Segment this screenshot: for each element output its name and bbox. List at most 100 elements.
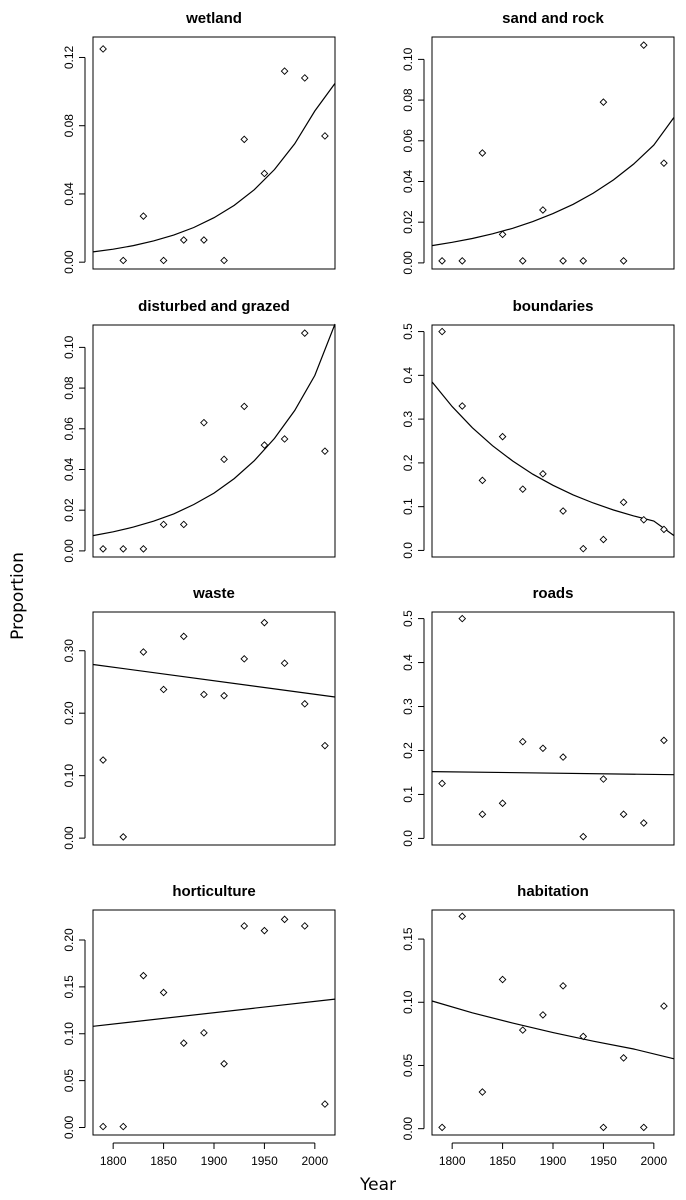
y-tick-label: 0.3 [401, 698, 415, 715]
x-axis-title: Year [359, 1175, 396, 1195]
fit-curve [92, 663, 336, 698]
data-point [579, 1032, 588, 1041]
y-tick-label: 0.02 [401, 210, 415, 234]
plot-frame [92, 324, 336, 558]
data-point [99, 756, 107, 764]
data-point [639, 1123, 648, 1132]
data-point [240, 655, 249, 663]
y-tick-label: 0.4 [401, 654, 415, 671]
panel-5: waste 0.00 0.10 0.20 0.30 [62, 585, 336, 850]
y-axis-title: Proportion [8, 552, 28, 640]
data-point [260, 618, 269, 627]
y-tick-label: 0.12 [62, 45, 76, 69]
data-point [200, 1028, 208, 1037]
data-point [438, 1123, 446, 1132]
data-point [458, 257, 467, 265]
y-tick-label: 0.02 [62, 498, 76, 522]
data-point [619, 810, 628, 819]
panel-title: horticulture [172, 883, 255, 900]
data-point [280, 915, 289, 924]
panel-4: boundaries 0.0 0.1 0.2 0.3 0.4 0.5 [401, 298, 675, 559]
data-point [119, 545, 128, 553]
data-point [498, 230, 507, 239]
data-point [518, 737, 527, 746]
data-point [579, 257, 588, 265]
data-point [99, 545, 107, 553]
data-point [478, 810, 487, 819]
plot-frame [431, 909, 675, 1136]
data-point [660, 736, 668, 745]
y-tick-label: 0.04 [62, 457, 76, 481]
data-point [599, 1123, 608, 1132]
y-tick-label: 0.04 [62, 182, 76, 206]
data-point [438, 327, 446, 336]
data-point [179, 632, 188, 641]
data-point [119, 833, 128, 841]
x-tick-label: 1950 [590, 1154, 617, 1168]
x-tick-label: 1800 [100, 1154, 127, 1168]
x-tick-label: 1950 [251, 1154, 278, 1168]
data-point [559, 507, 567, 515]
data-point [139, 648, 148, 656]
data-point [220, 691, 228, 700]
data-point [579, 544, 588, 553]
data-point [518, 485, 527, 493]
y-tick-label: 0.00 [62, 1115, 76, 1139]
data-point [539, 1011, 547, 1019]
data-point [498, 799, 507, 808]
data-point [619, 257, 628, 265]
panel-title: habitation [517, 883, 589, 900]
data-point [478, 149, 487, 157]
y-tick-label: 0.00 [62, 539, 76, 563]
data-point [280, 659, 289, 668]
plot-frame [92, 909, 336, 1136]
data-point [179, 236, 188, 244]
y-tick-label: 0.00 [62, 250, 76, 274]
data-point [220, 455, 228, 464]
data-point [240, 402, 249, 411]
data-point [179, 520, 188, 529]
y-tick-label: 0.3 [401, 410, 415, 427]
y-tick-label: 0.15 [62, 975, 76, 999]
panel-title: roads [533, 585, 574, 602]
y-tick-label: 0.30 [62, 639, 76, 663]
panel-title: waste [192, 585, 235, 602]
data-point [539, 206, 547, 214]
data-point [99, 1122, 107, 1131]
data-point [220, 1059, 228, 1068]
data-point [240, 922, 249, 930]
data-point [119, 256, 128, 265]
data-point [139, 212, 148, 220]
data-point [438, 257, 446, 265]
y-tick-label: 0.20 [62, 928, 76, 952]
y-tick-label: 0.08 [62, 376, 76, 400]
data-point [159, 685, 168, 694]
y-tick-label: 0.04 [401, 169, 415, 193]
x-tick-label: 2000 [301, 1154, 328, 1168]
fit-curve [92, 83, 336, 253]
x-tick-label: 2000 [640, 1154, 667, 1168]
y-tick-label: 0.10 [62, 1022, 76, 1046]
y-tick-label: 0.08 [401, 88, 415, 112]
fit-curve [92, 998, 336, 1027]
panel-8: habitation 0.00 0.05 0.10 0.15 1800 1850 1900 19… [401, 883, 675, 1168]
data-point [660, 1002, 668, 1010]
data-point [321, 741, 329, 750]
data-point [599, 535, 608, 544]
data-point [220, 256, 228, 265]
y-tick-label: 0.0 [401, 830, 415, 847]
data-point [518, 1026, 527, 1034]
y-tick-label: 0.10 [62, 335, 76, 359]
y-tick-label: 0.2 [401, 742, 415, 759]
data-point [300, 74, 309, 82]
data-point [200, 690, 208, 699]
x-tick-label: 1900 [201, 1154, 228, 1168]
panel-7: horticulture 0.00 0.05 0.10 0.15 0.20 1800 1850… [62, 883, 336, 1168]
y-tick-label: 0.06 [401, 129, 415, 153]
data-point [119, 1122, 128, 1131]
data-point [478, 476, 487, 485]
y-tick-label: 0.05 [62, 1069, 76, 1093]
y-tick-label: 0.0 [401, 542, 415, 559]
y-tick-label: 0.00 [401, 251, 415, 275]
